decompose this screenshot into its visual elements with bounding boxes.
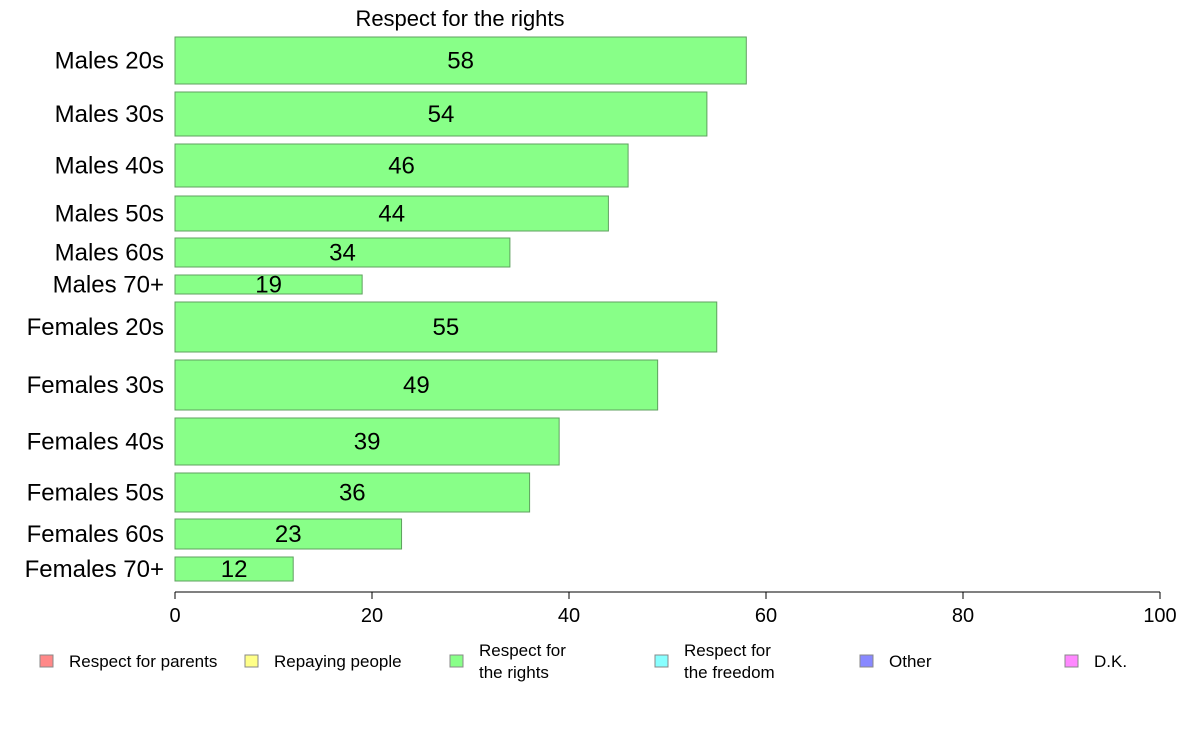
legend-item: Repaying people <box>244 652 402 671</box>
legend: Respect for parents Repaying people Respec… <box>39 641 1127 682</box>
legend-label: Respect for <box>479 641 566 660</box>
legend-item: D.K. <box>1064 652 1127 671</box>
bar <box>174 237 511 268</box>
bar-value-label: 19 <box>255 272 282 299</box>
legend-item: Other <box>859 652 932 671</box>
chart-title: Respect for the rights <box>355 6 564 31</box>
legend-label: Other <box>889 652 932 671</box>
legend-label: Repaying people <box>274 652 402 671</box>
bar-value-label: 44 <box>378 201 405 228</box>
bar-value-label: 58 <box>447 48 474 75</box>
legend-swatch <box>449 654 464 668</box>
bar-value-label: 36 <box>339 480 366 507</box>
category-label: Females 40s <box>27 429 164 456</box>
bar-value-label: 23 <box>275 521 302 548</box>
bar <box>174 274 363 295</box>
bar-value-label: 49 <box>403 372 430 399</box>
category-label: Males 70+ <box>53 272 164 299</box>
category-label: Females 50s <box>27 480 164 507</box>
bar <box>174 359 659 411</box>
bar <box>174 472 531 513</box>
bar-value-label: 55 <box>433 314 460 341</box>
bars-group: 58 Males 20s 54 Males 30s 46 Males 40s 44 Males… <box>25 36 747 583</box>
x-tick-label: 100 <box>1143 605 1176 627</box>
category-label: Males 60s <box>55 240 164 267</box>
legend-item: Respect for the freedom <box>654 641 775 682</box>
bar-value-label: 46 <box>388 153 415 180</box>
x-tick-label: 20 <box>361 605 383 627</box>
legend-swatch <box>244 654 259 668</box>
x-tick-label: 60 <box>755 605 777 627</box>
bar <box>174 143 629 188</box>
category-label: Males 50s <box>55 201 164 228</box>
legend-swatch <box>1064 654 1079 668</box>
legend-swatch <box>654 654 669 668</box>
legend-label: the rights <box>479 663 549 682</box>
bar <box>174 417 560 466</box>
category-label: Males 20s <box>55 48 164 75</box>
x-tick-label: 80 <box>952 605 974 627</box>
bar-value-label: 39 <box>354 429 381 456</box>
legend-label: D.K. <box>1094 652 1127 671</box>
bar <box>174 36 747 85</box>
category-label: Females 70+ <box>25 556 164 583</box>
x-tick-label: 0 <box>169 605 180 627</box>
category-label: Males 40s <box>55 153 164 180</box>
bar-value-label: 34 <box>329 240 356 267</box>
legend-swatch <box>859 654 874 668</box>
bar-value-label: 12 <box>221 556 248 583</box>
legend-label: the freedom <box>684 663 775 682</box>
legend-item: Respect for parents <box>39 652 217 671</box>
bar <box>174 556 294 582</box>
legend-swatch <box>39 654 54 668</box>
category-label: Males 30s <box>55 101 164 128</box>
bar <box>174 518 403 550</box>
x-tick-label: 40 <box>558 605 580 627</box>
legend-item: Respect for the rights <box>449 641 566 682</box>
legend-label: Respect for <box>684 641 771 660</box>
category-label: Females 60s <box>27 521 164 548</box>
bar <box>174 91 708 137</box>
category-label: Females 20s <box>27 314 164 341</box>
category-label: Females 30s <box>27 372 164 399</box>
bar <box>174 301 718 353</box>
x-axis: 0 20 40 60 80 100 <box>169 591 1177 627</box>
bar <box>174 195 609 232</box>
bar-value-label: 54 <box>428 101 455 128</box>
legend-label: Respect for parents <box>69 652 217 671</box>
